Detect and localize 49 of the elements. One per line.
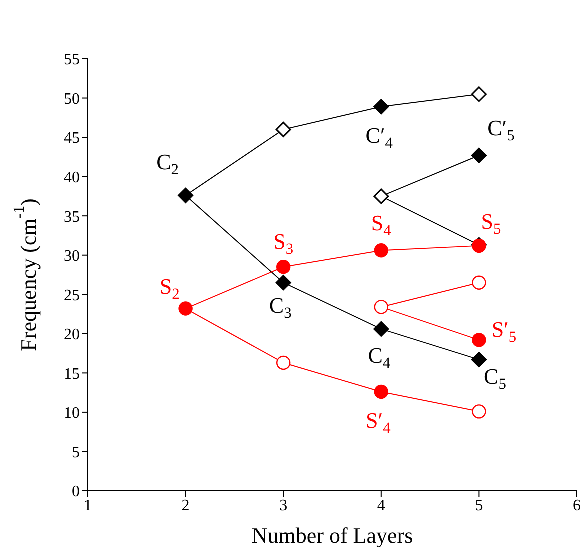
x-tick-label: 3 xyxy=(280,497,288,514)
y-tick-label: 40 xyxy=(64,170,80,186)
point xyxy=(374,384,388,400)
annotation: C$_{3}$ xyxy=(269,292,292,322)
x-tick-label: 4 xyxy=(377,497,386,514)
point xyxy=(276,260,291,274)
point xyxy=(472,333,486,348)
point xyxy=(471,148,487,164)
point xyxy=(374,188,390,204)
x-tick-label: 2 xyxy=(182,497,190,514)
point xyxy=(276,356,291,370)
y-tick-label: 5 xyxy=(72,444,80,462)
point xyxy=(374,244,388,258)
point xyxy=(471,86,487,102)
y-tick-label: 50 xyxy=(64,90,80,108)
y-tick-label: 20 xyxy=(64,326,80,344)
annotation: C′$_{4}$ xyxy=(366,122,394,152)
annotation: S$_{3}$ xyxy=(274,228,294,258)
point xyxy=(374,99,390,115)
x-tick-label: 6 xyxy=(573,497,581,514)
y-tick-label: 35 xyxy=(64,208,80,226)
annotation: S$_{5}$ xyxy=(481,208,502,238)
annotation: C$_{4}$ xyxy=(368,342,391,372)
y-tick-label: 15 xyxy=(64,366,80,383)
annotation: S$_{4}$ xyxy=(371,210,392,240)
point xyxy=(472,404,486,419)
point xyxy=(276,275,292,291)
annotation: C′$_{5}$ xyxy=(488,115,516,145)
annotation: S′$_{4}$ xyxy=(366,408,392,438)
point xyxy=(471,352,487,368)
point xyxy=(374,300,388,314)
x-tick-label: 5 xyxy=(475,497,484,514)
point xyxy=(472,276,486,290)
y-tick-label: 55 xyxy=(64,52,80,69)
x-tick-label: 1 xyxy=(84,497,92,514)
y-tick-label: 30 xyxy=(64,248,80,266)
point xyxy=(178,188,194,204)
y-tick-label: 0 xyxy=(72,484,80,501)
x-axis-title: Number of Layers xyxy=(252,522,414,547)
point xyxy=(178,302,193,316)
y-tick-label: 25 xyxy=(64,287,80,304)
annotation: C$_{2}$ xyxy=(156,149,179,179)
annotation: C$_{5}$ xyxy=(484,363,507,393)
annotation: S$_{2}$ xyxy=(160,273,180,303)
point xyxy=(276,122,292,138)
y-tick-label: 10 xyxy=(64,405,80,422)
y-tick-label: 45 xyxy=(64,130,80,148)
point xyxy=(374,321,390,337)
annotation: S′$_{5}$ xyxy=(492,316,517,346)
